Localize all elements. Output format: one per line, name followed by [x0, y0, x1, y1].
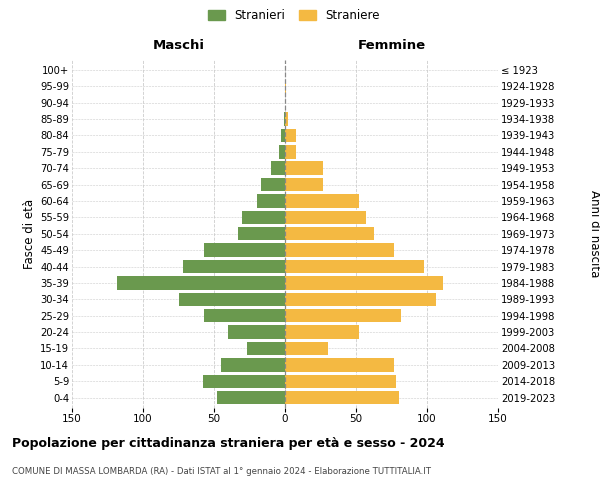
Bar	[285, 227, 374, 240]
Bar	[285, 391, 398, 404]
Y-axis label: Fasce di età: Fasce di età	[23, 198, 36, 269]
Bar	[285, 80, 286, 93]
Bar	[285, 342, 328, 355]
Bar	[257, 194, 285, 207]
Bar	[204, 244, 285, 257]
Bar	[285, 128, 296, 142]
Bar	[247, 342, 285, 355]
Bar	[261, 178, 285, 192]
Bar	[221, 358, 285, 372]
Bar	[285, 210, 366, 224]
Bar	[285, 260, 424, 274]
Bar	[285, 292, 436, 306]
Y-axis label: Anni di nascita: Anni di nascita	[587, 190, 600, 278]
Bar	[285, 162, 323, 175]
Bar	[281, 128, 285, 142]
Bar	[183, 260, 285, 274]
Bar	[118, 276, 285, 289]
Legend: Stranieri, Straniere: Stranieri, Straniere	[205, 6, 383, 26]
Bar	[285, 145, 296, 158]
Bar	[238, 227, 285, 240]
Bar	[285, 326, 359, 339]
Bar	[280, 145, 285, 158]
Bar	[271, 162, 285, 175]
Bar	[284, 112, 285, 126]
Bar	[285, 194, 359, 207]
Text: Maschi: Maschi	[152, 39, 205, 52]
Text: COMUNE DI MASSA LOMBARDA (RA) - Dati ISTAT al 1° gennaio 2024 - Elaborazione TUT: COMUNE DI MASSA LOMBARDA (RA) - Dati IST…	[12, 468, 431, 476]
Bar	[217, 391, 285, 404]
Text: Femmine: Femmine	[358, 39, 425, 52]
Bar	[285, 276, 443, 289]
Bar	[285, 358, 394, 372]
Bar	[204, 309, 285, 322]
Bar	[285, 112, 288, 126]
Text: Popolazione per cittadinanza straniera per età e sesso - 2024: Popolazione per cittadinanza straniera p…	[12, 438, 445, 450]
Bar	[285, 309, 401, 322]
Bar	[203, 374, 285, 388]
Bar	[285, 178, 323, 192]
Bar	[228, 326, 285, 339]
Bar	[242, 210, 285, 224]
Bar	[285, 374, 396, 388]
Bar	[179, 292, 285, 306]
Bar	[285, 244, 394, 257]
